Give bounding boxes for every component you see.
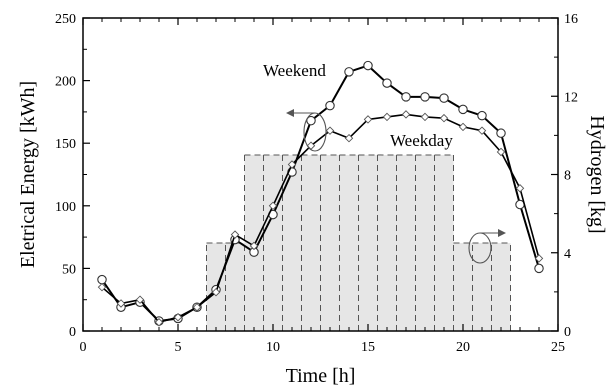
y2-tick-label: 8	[564, 169, 571, 184]
weekend-label: Weekend	[263, 61, 326, 80]
weekend-point	[344, 67, 354, 77]
weekday-point	[211, 287, 221, 297]
x-tick-label: 5	[175, 340, 182, 355]
y2-axis-title: Hydrogen [kg]	[586, 115, 608, 233]
weekend-point	[534, 263, 544, 274]
left-axis-arrowhead-icon	[286, 109, 294, 117]
weekday-point	[534, 254, 544, 263]
y2-tick-label: 12	[564, 90, 578, 105]
hydrogen-bar	[301, 154, 321, 331]
weekend-point	[325, 100, 335, 111]
hydrogen-bar	[491, 242, 511, 331]
x-tick-label: 0	[80, 340, 87, 355]
hydrogen-bar	[453, 242, 473, 331]
hydrogen-bar	[225, 242, 245, 331]
hydrogen-bar	[263, 154, 283, 331]
hydrogen-bar	[339, 154, 359, 331]
right-axis-arrowhead-icon	[498, 229, 506, 237]
y-tick-label: 50	[62, 262, 76, 277]
x-tick-label: 15	[361, 340, 375, 355]
weekend-point	[382, 78, 392, 88]
weekday-point	[268, 201, 278, 211]
y2-tick-label: 4	[564, 247, 571, 262]
hydrogen-bar	[396, 154, 416, 331]
y-axis-title: Eletrical Energy [kWh]	[17, 81, 39, 268]
weekday-point	[420, 112, 430, 122]
hydrogen-bar	[472, 242, 492, 331]
weekday-point	[363, 115, 373, 124]
x-axis-title: Time [h]	[286, 365, 356, 387]
annotations: Weekend Weekday	[263, 61, 506, 264]
weekday-point	[477, 126, 487, 135]
hydrogen-bar	[320, 154, 340, 331]
weekday-point	[439, 113, 449, 123]
weekend-point	[477, 110, 487, 121]
weekday-point	[173, 312, 183, 322]
x-tick-label: 10	[266, 340, 280, 355]
weekend-point	[306, 115, 316, 126]
weekday-point	[515, 184, 525, 193]
weekend-point	[496, 128, 506, 138]
hydrogen-bar	[282, 154, 302, 331]
weekday-point	[249, 241, 259, 251]
weekend-point	[458, 104, 468, 115]
y-tick-label: 100	[55, 200, 76, 215]
weekday-label: Weekday	[390, 131, 453, 150]
y2-tick-label: 16	[564, 12, 578, 27]
y-tick-label: 200	[55, 75, 76, 90]
y-tick-label: 250	[55, 12, 76, 27]
hydrogen-bar	[358, 154, 378, 331]
weekday-point	[116, 299, 126, 308]
weekday-point	[230, 230, 240, 239]
weekend-point	[420, 92, 430, 102]
y-tick-label: 150	[55, 137, 76, 152]
hydrogen-bar	[434, 154, 454, 331]
weekday-point	[97, 282, 107, 292]
hydrogen-bar	[377, 154, 397, 331]
weekday-point	[325, 126, 335, 135]
weekday-point	[154, 317, 164, 327]
weekday-point	[344, 133, 354, 143]
x-tick-label: 25	[551, 340, 565, 355]
weekday-point	[496, 147, 506, 157]
x-tick-label: 20	[456, 340, 470, 355]
hydrogen-bars	[206, 154, 511, 331]
weekend-point	[97, 274, 107, 285]
weekday-point	[287, 160, 297, 169]
energy-series	[97, 60, 544, 327]
weekend-point	[363, 60, 373, 71]
weekday-point	[192, 302, 202, 312]
y2-tick-label: 0	[564, 325, 571, 340]
weekend-point	[439, 93, 449, 103]
weekend-point	[401, 92, 411, 102]
weekday-point	[382, 112, 392, 122]
hydrogen-bar	[415, 154, 435, 331]
weekday-point	[135, 295, 145, 304]
y-tick-label: 0	[69, 325, 76, 340]
weekday-point	[401, 110, 411, 119]
weekday-point	[458, 122, 468, 132]
